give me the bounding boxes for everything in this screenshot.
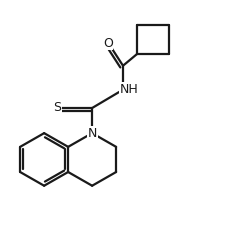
Text: N: N — [87, 127, 96, 140]
Text: S: S — [53, 101, 61, 115]
Text: NH: NH — [119, 83, 137, 96]
Text: O: O — [103, 37, 113, 50]
